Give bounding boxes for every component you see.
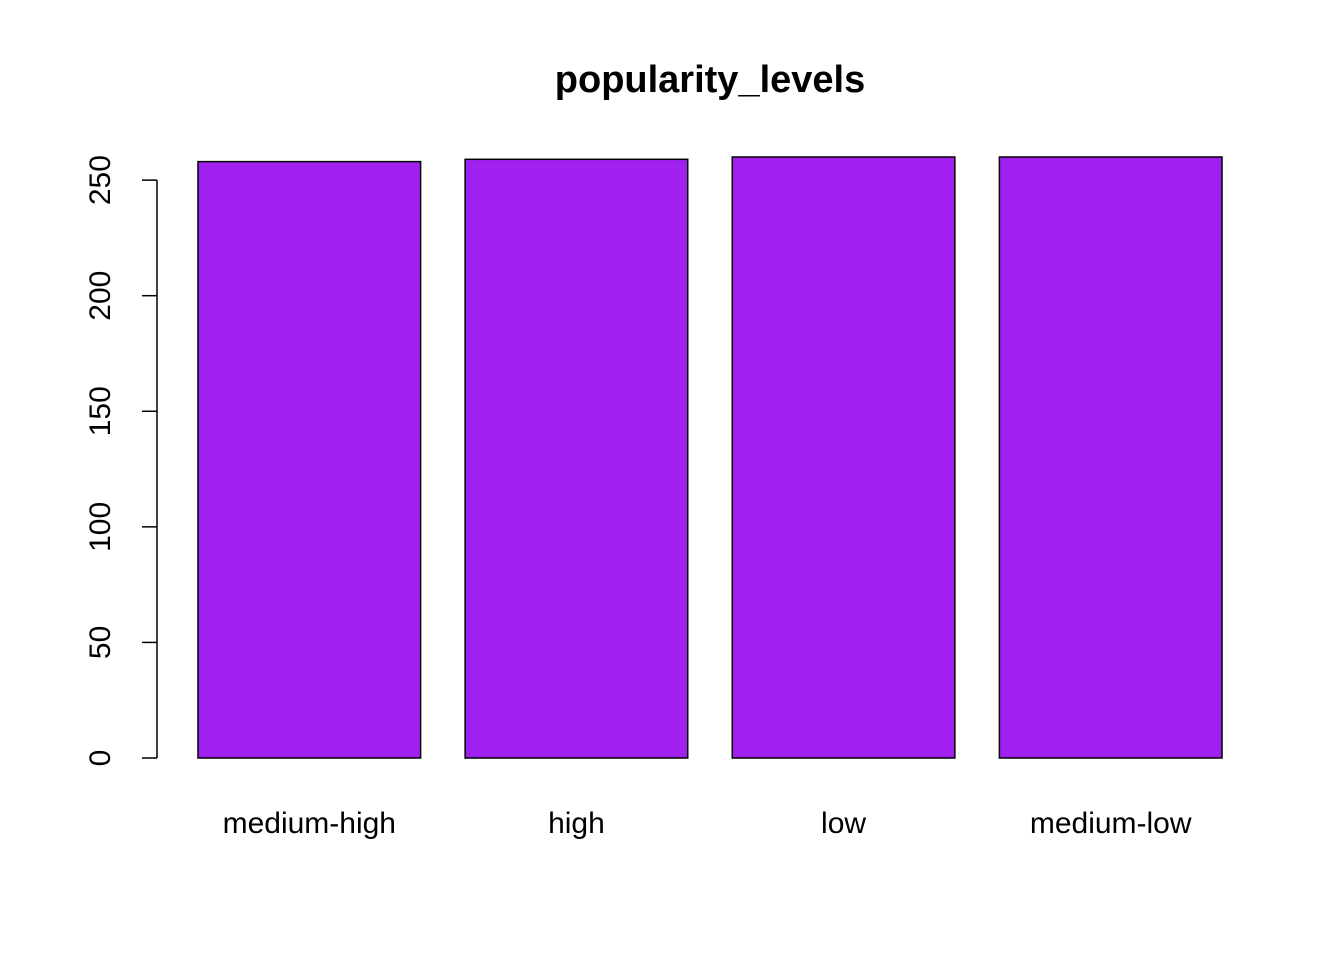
x-tick-label: low	[821, 807, 866, 840]
x-tick-label: medium-high	[223, 807, 396, 840]
bar-high	[464, 158, 689, 759]
x-tick-label: high	[548, 807, 605, 840]
bar-medium-low	[998, 156, 1223, 759]
y-tick-label: 50	[84, 626, 117, 659]
y-tick-label: 250	[84, 155, 117, 205]
y-tick-label: 100	[84, 502, 117, 552]
y-tick-label: 0	[84, 750, 117, 767]
bar-low	[731, 156, 956, 759]
chart-title: popularity_levels	[555, 59, 865, 101]
category-labels: medium-high high low medium-low	[223, 807, 1192, 840]
x-tick-label: medium-low	[1030, 807, 1192, 840]
y-tick-label: 150	[84, 386, 117, 436]
bar-medium-high	[197, 160, 422, 759]
y-axis: 0 50 100 150 200 250	[84, 155, 158, 767]
y-tick-label: 200	[84, 271, 117, 321]
bars	[197, 156, 1223, 759]
